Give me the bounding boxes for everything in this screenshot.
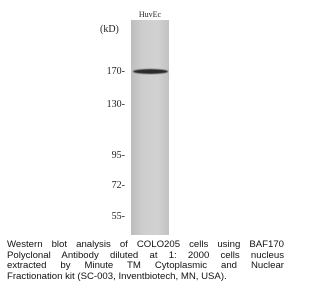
protein-band <box>133 69 168 74</box>
marker-label: 170- <box>107 66 125 77</box>
marker-label: 95- <box>112 150 125 161</box>
caption-line: Western blot analysis of COLO205 cells u… <box>7 240 284 251</box>
marker-label: 130- <box>107 99 125 110</box>
marker-label: 72- <box>112 180 125 191</box>
caption-line: extracted by Minute TM Cytoplasmic and N… <box>7 261 284 272</box>
caption-line: Fractionation kit (SC-003, Inventbiotech… <box>7 272 284 283</box>
page: {"blot": {"lane_label": "HuvEc", "unit_l… <box>0 0 291 298</box>
lane-label: HuvEc <box>131 10 169 19</box>
caption: Western blot analysis of COLO205 cells u… <box>7 240 284 282</box>
marker-label: 55- <box>112 211 125 222</box>
blot-lane <box>131 20 169 235</box>
unit-label: (kD) <box>100 24 119 35</box>
